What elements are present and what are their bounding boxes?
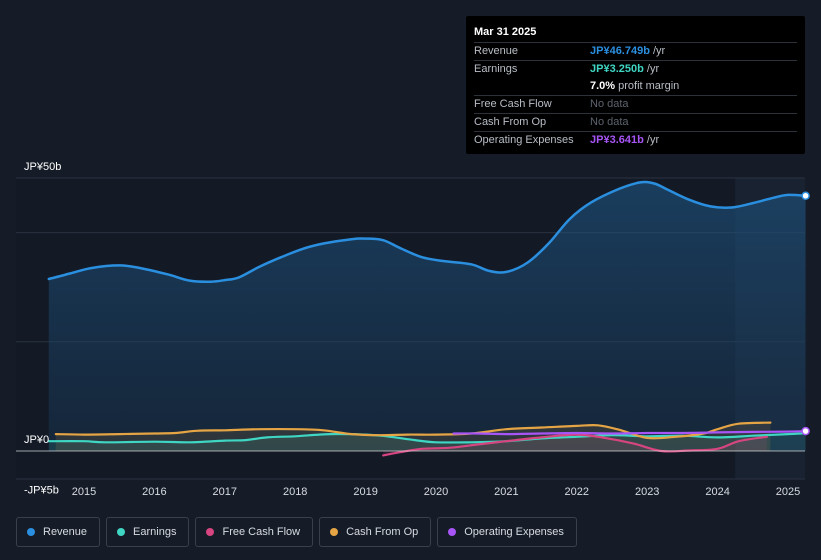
series-endpoints: [801, 191, 810, 436]
series-areas: [48, 181, 806, 456]
y-tick-label: JP¥0: [24, 434, 49, 446]
legend-label: Cash From Op: [346, 526, 419, 538]
x-tick-label: 2021: [494, 486, 518, 498]
cash-from-op-area: [55, 422, 771, 451]
tooltip-row-value: JP¥3.250b /yr: [590, 63, 660, 75]
x-tick-label: 2020: [424, 486, 448, 498]
revenue-area: [48, 181, 806, 451]
x-tick-label: 2023: [635, 486, 659, 498]
legend-item-cash-from-op[interactable]: Cash From Op: [319, 517, 432, 547]
tooltip-row-label: Earnings: [474, 63, 518, 75]
y-tick-label: JP¥50b: [24, 161, 61, 173]
legend-item-free-cash-flow[interactable]: Free Cash Flow: [195, 517, 314, 547]
operating-expenses-endpoint: [801, 426, 810, 436]
tooltip-row-label: Cash From Op: [474, 116, 547, 128]
tooltip-rows: Revenue JP¥46.749b /yr Earnings JP¥3.250b /…: [474, 42, 797, 149]
y-tick-label: -JP¥5b: [24, 484, 59, 496]
legend-item-revenue[interactable]: Revenue: [16, 517, 101, 547]
legend-dot-icon: [448, 528, 457, 536]
tooltip-row-label: Revenue: [474, 45, 519, 57]
x-tick-label: 2024: [705, 486, 729, 498]
legend-label: Revenue: [43, 526, 88, 538]
revenue-line: [47, 180, 807, 283]
tooltip-row-value: No data: [590, 116, 629, 128]
tooltip-row-value: JP¥46.749b /yr: [590, 45, 666, 57]
tooltip-row-value: JP¥3.641b /yr: [590, 134, 660, 146]
x-tick-label: 2018: [283, 486, 307, 498]
legend-dot-icon: [117, 528, 126, 536]
x-tick-label: 2015: [72, 486, 96, 498]
tooltip-row-value: No data: [590, 98, 629, 110]
tooltip-row-label: Operating Expenses: [474, 134, 574, 146]
legend-label: Free Cash Flow: [222, 526, 301, 538]
tooltip-row-label: Free Cash Flow: [474, 98, 552, 110]
tooltip-row: Free Cash Flow No data: [474, 95, 797, 113]
x-tick-label: 2022: [565, 486, 589, 498]
x-axis-labels: 2015 2016 2017 2018 2019 2020 2021 2022 2023 2024…: [72, 486, 800, 498]
legend-dot-icon: [27, 528, 35, 536]
chart-legend: Revenue Earnings Free Cash Flow Cash From O…: [16, 517, 577, 547]
x-tick-label: 2019: [353, 486, 377, 498]
earnings-revenue-chart: JP¥50b JP¥0 -JP¥5b 2015 2016 2017 2018 2019 202…: [16, 161, 810, 498]
legend-label: Earnings: [133, 526, 177, 538]
tooltip-row: Cash From Op No data: [474, 113, 797, 131]
series-lines: [47, 180, 807, 457]
y-axis-labels: JP¥50b JP¥0 -JP¥5b: [24, 161, 61, 496]
data-tooltip: Mar 31 2025 Revenue JP¥46.749b /yr Earning…: [466, 16, 805, 154]
operating-expenses-line: [452, 430, 807, 436]
tooltip-row: 7.0% profit margin: [474, 78, 797, 95]
legend-dot-icon: [206, 528, 215, 536]
legend-label: Operating Expenses: [464, 526, 564, 538]
tooltip-row-label: [474, 78, 590, 95]
free-cash-flow-line: [382, 433, 768, 457]
legend-item-earnings[interactable]: Earnings: [106, 517, 190, 547]
x-tick-label: 2016: [142, 486, 166, 498]
x-tick-label: 2017: [213, 486, 237, 498]
cash-from-op-line: [54, 421, 772, 440]
x-tick-label: 2025: [776, 486, 800, 498]
legend-dot-icon: [330, 528, 339, 536]
tooltip-row: Operating Expenses JP¥3.641b /yr: [474, 131, 797, 149]
tooltip-row-value: 7.0% profit margin: [590, 80, 680, 92]
free-cash-flow-area: [383, 434, 767, 456]
tooltip-row: Revenue JP¥46.749b /yr: [474, 42, 797, 60]
tooltip-row: Earnings JP¥3.250b /yr: [474, 60, 797, 78]
tooltip-date: Mar 31 2025: [474, 26, 537, 38]
revenue-endpoint: [801, 191, 810, 201]
legend-item-operating-expenses[interactable]: Operating Expenses: [437, 517, 577, 547]
